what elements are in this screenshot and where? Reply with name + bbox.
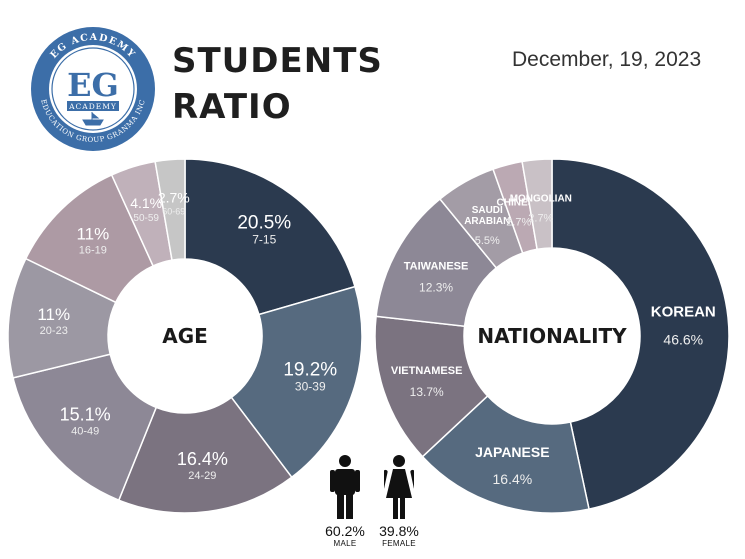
male-person-icon bbox=[330, 455, 360, 519]
nationality-category-label-saudi-arabian-1: SAUDI bbox=[472, 205, 503, 216]
age-slice-60-69 bbox=[154, 158, 186, 261]
age-pct-label-30-39: 19.2% bbox=[283, 360, 337, 381]
nationality-category-label-chinese: CHINESE bbox=[497, 197, 542, 208]
logo-banner-text: ACADEMY bbox=[68, 102, 117, 111]
eg-academy-logo: EG ACADEMY EDUCATION GROUP GRANMA INC EG… bbox=[31, 27, 155, 151]
age-category-label-60-69: 60-69 bbox=[162, 206, 185, 216]
logo-monogram: EG bbox=[67, 66, 119, 104]
nationality-pct-label-saudi-arabian: 5.5% bbox=[475, 235, 500, 247]
age-slice-7-15 bbox=[184, 158, 356, 316]
title-line-1: STUDENTS bbox=[172, 41, 383, 81]
age-slice-24-29 bbox=[117, 396, 293, 514]
title-line-2: RATIO bbox=[172, 87, 292, 127]
nationality-slice-korean bbox=[551, 158, 730, 510]
report-date: December, 19, 2023 bbox=[512, 48, 702, 71]
age-pct-label-20-23: 11% bbox=[37, 305, 70, 324]
female-stat: 39.8% FEMALE bbox=[372, 523, 426, 548]
male-percentage: 60.2% bbox=[325, 523, 365, 539]
age-pct-label-40-49: 15.1% bbox=[60, 404, 111, 424]
female-percentage: 39.8% bbox=[379, 523, 419, 539]
nationality-pct-label-chinese: 2.7% bbox=[506, 216, 531, 228]
nationality-category-label-taiwanese: TAIWANESE bbox=[404, 260, 469, 272]
age-category-label-24-29: 24-29 bbox=[188, 470, 216, 482]
age-category-label-7-15: 7-15 bbox=[252, 232, 276, 246]
female-person-icon bbox=[384, 455, 414, 519]
page-title: STUDENTS RATIO bbox=[172, 38, 383, 130]
nationality-center-label: NATIONALITY bbox=[477, 324, 627, 348]
age-slice-40-49 bbox=[12, 353, 158, 502]
age-pct-label-60-69: 2.7% bbox=[158, 189, 190, 205]
age-slice-30-39 bbox=[230, 285, 363, 479]
age-pct-label-24-29: 16.4% bbox=[177, 449, 228, 469]
age-category-label-30-39: 30-39 bbox=[295, 380, 326, 394]
nationality-category-label-japanese: JAPANESE bbox=[475, 444, 549, 460]
nationality-slice-mongolian bbox=[521, 158, 553, 251]
age-pct-label-50-59: 4.1% bbox=[130, 195, 162, 211]
nationality-category-label-vietnamese: VIETNAMESE bbox=[391, 365, 463, 377]
ship-icon bbox=[82, 112, 104, 126]
nationality-pct-label-japanese: 16.4% bbox=[493, 471, 533, 487]
nationality-pct-label-korean: 46.6% bbox=[663, 332, 703, 348]
age-category-label-16-19: 16-19 bbox=[79, 244, 107, 256]
nationality-pct-label-mongolian: 2.7% bbox=[528, 212, 553, 224]
nationality-category-label-korean: KOREAN bbox=[651, 304, 716, 321]
age-category-label-40-49: 40-49 bbox=[71, 425, 99, 437]
age-category-label-50-59: 50-59 bbox=[133, 213, 159, 224]
nationality-category-label-saudi-arabian-2: ARABIAN bbox=[464, 216, 510, 227]
nationality-slice-japanese bbox=[421, 394, 590, 514]
nationality-pct-label-vietnamese: 13.7% bbox=[410, 385, 444, 399]
male-label: MALE bbox=[333, 539, 357, 548]
nationality-category-label-mongolian: MONGOLIAN bbox=[510, 193, 572, 204]
male-stat: 60.2% MALE bbox=[318, 523, 372, 548]
age-category-label-20-23: 20-23 bbox=[40, 325, 68, 337]
age-pct-label-16-19: 11% bbox=[76, 224, 109, 243]
age-center-label: AGE bbox=[162, 324, 208, 348]
female-label: FEMALE bbox=[382, 539, 416, 548]
age-pct-label-7-15: 20.5% bbox=[237, 212, 291, 233]
nationality-pct-label-taiwanese: 12.3% bbox=[419, 280, 453, 294]
